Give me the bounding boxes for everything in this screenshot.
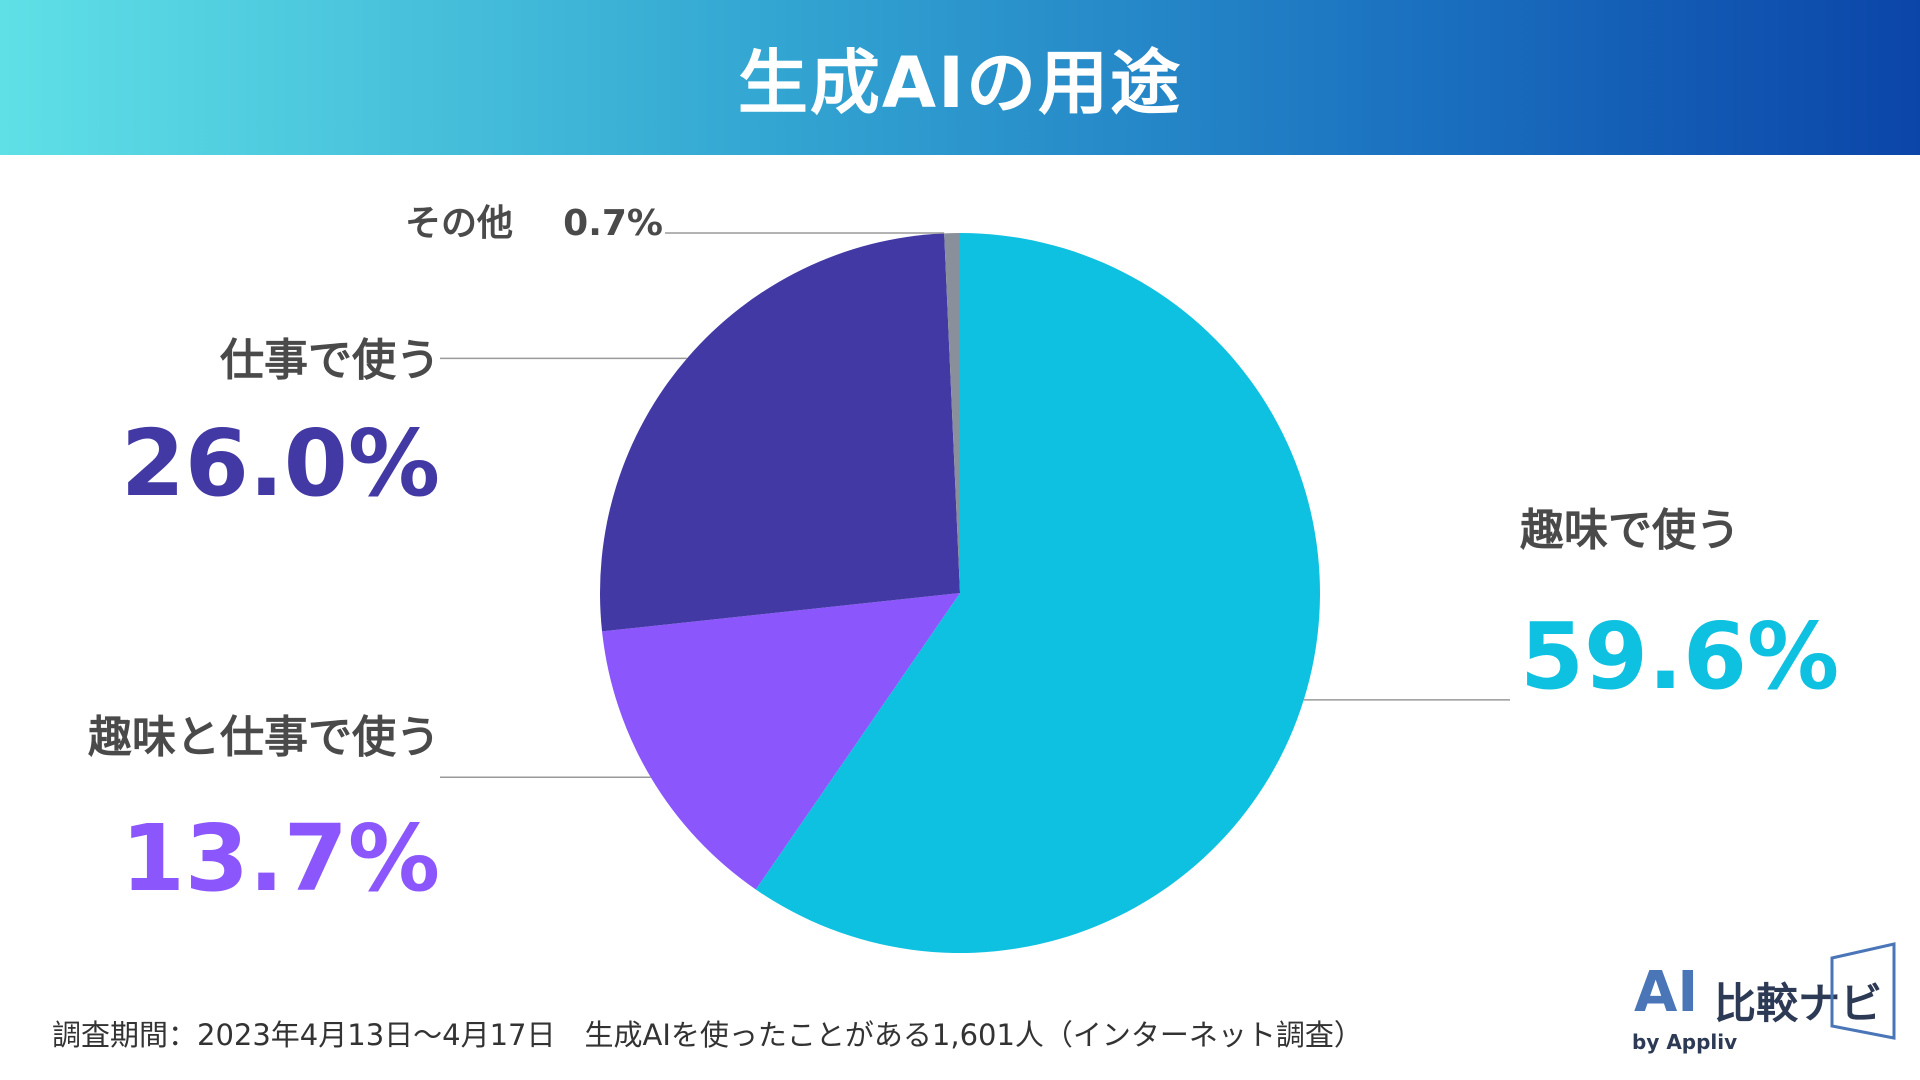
slice-labels: 趣味で使う 59.6% 趣味と仕事で使う 13.7% 仕事で使う 26.0% その他 0.7% [88, 203, 1839, 912]
slice-name-label: 趣味で使う [1520, 505, 1740, 556]
survey-note: 調査期間：2023年4月13日〜4月17日 生成AIを使ったことがある1,601… [52, 1018, 1363, 1052]
leader-lines [440, 232, 1510, 778]
header-banner: 生成AIの用途 [0, 0, 1920, 155]
logo-frame-icon [1830, 942, 1896, 1040]
slice-value-label: 59.6% [1520, 603, 1839, 710]
slice-value-label: 26.0% [121, 410, 440, 517]
brand-logo: AI 比較ナビ by Appliv [1628, 942, 1898, 1058]
pie-slice-3 [600, 233, 960, 632]
page-title: 生成AIの用途 [737, 42, 1183, 124]
pie-slice-4 [944, 233, 960, 593]
pie-slices [600, 233, 1320, 953]
logo-name: 比較ナビ [1714, 979, 1883, 1028]
logo-byline: by Appliv [1632, 1030, 1738, 1054]
slice-name-label: 趣味と仕事で使う [88, 712, 440, 763]
slice-name-label: 仕事で使う [220, 335, 440, 386]
pie-slice-1 [755, 233, 1320, 953]
logo-mark: AI [1634, 960, 1699, 1025]
pie-slice-2 [602, 593, 960, 890]
slice-value-label: 0.7% [563, 203, 663, 244]
slice-value-label: 13.7% [121, 805, 440, 912]
slice-name-label: その他 [405, 203, 513, 244]
